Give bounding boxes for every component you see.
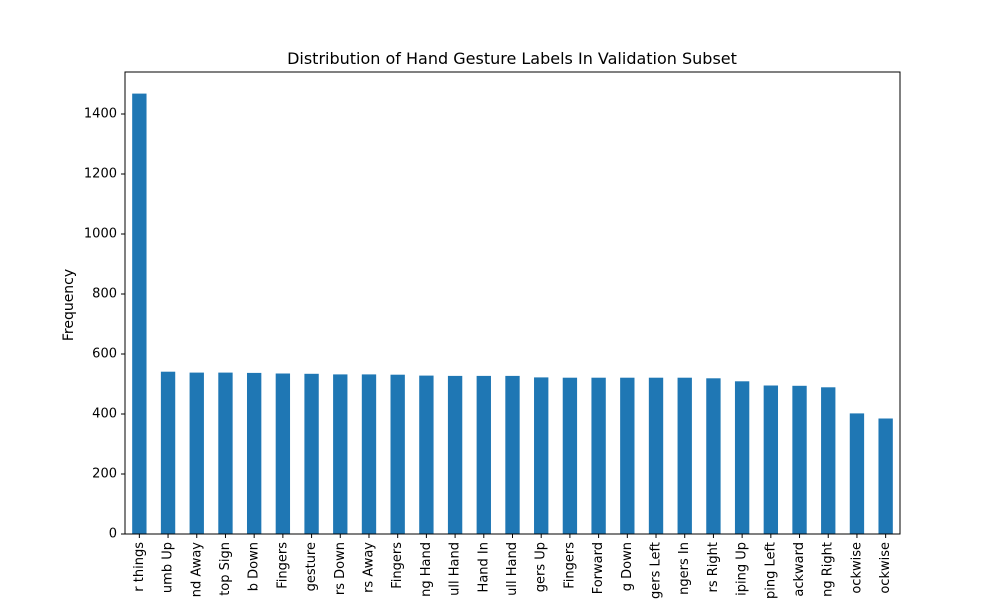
bar-23 xyxy=(792,385,807,534)
x-tick-label-12: Hand In xyxy=(476,542,491,592)
bar-20 xyxy=(706,378,721,534)
x-axis-ticks: r things umb Up nd Away top Sign b Down Finge… xyxy=(132,534,893,599)
x-tick-label-8: rs Away xyxy=(361,542,376,593)
bar-11 xyxy=(447,375,463,534)
x-tick-label-14: gers Up xyxy=(534,542,549,592)
bar-2 xyxy=(189,372,204,534)
x-tick-label-17: g Down xyxy=(620,542,635,591)
x-tick-label-7: rs Down xyxy=(333,542,348,595)
bar-10 xyxy=(419,375,434,534)
y-tick-label-7: 1400 xyxy=(84,107,117,122)
y-tick-label-0: 0 xyxy=(109,527,117,542)
bar-9 xyxy=(390,374,405,534)
x-tick-label-26: ockwise xyxy=(878,542,893,594)
bar-21 xyxy=(734,381,750,534)
x-tick-label-22: ping Left xyxy=(763,542,778,599)
bar-7 xyxy=(333,374,348,534)
x-tick-label-4: b Down xyxy=(247,542,262,591)
bar-19 xyxy=(677,377,692,534)
x-tick-label-10: ng Hand xyxy=(419,542,434,597)
y-tick-label-4: 800 xyxy=(92,287,117,302)
bar-17 xyxy=(620,377,635,534)
bar-5 xyxy=(275,373,291,534)
bar-25 xyxy=(849,413,865,534)
x-tick-label-6: gesture xyxy=(304,542,319,591)
y-tick-label-3: 600 xyxy=(92,347,117,362)
bar-16 xyxy=(591,377,606,534)
y-tick-label-5: 1000 xyxy=(84,227,117,242)
x-tick-label-9: Fingers xyxy=(390,542,405,589)
x-tick-label-1: umb Up xyxy=(161,542,176,593)
x-tick-label-5: Fingers xyxy=(275,542,290,589)
bars-group xyxy=(132,93,893,534)
bar-8 xyxy=(361,374,377,534)
chart-title: Distribution of Hand Gesture Labels In V… xyxy=(287,49,737,68)
x-tick-label-3: top Sign xyxy=(218,542,233,596)
bar-12 xyxy=(476,375,491,534)
y-tick-label-6: 1200 xyxy=(84,167,117,182)
x-tick-label-2: nd Away xyxy=(189,542,204,598)
x-tick-label-19: ngers In xyxy=(677,542,692,595)
y-axis-ticks: 0 200 400 600 800 1000 1200 1400 xyxy=(84,107,125,542)
bar-24 xyxy=(821,387,836,534)
y-tick-label-2: 400 xyxy=(92,407,117,422)
plot-frame xyxy=(124,71,901,535)
bar-15 xyxy=(562,377,578,534)
x-tick-label-0: r things xyxy=(132,542,147,592)
bar-14 xyxy=(534,377,549,534)
x-tick-label-25: ockwise xyxy=(849,542,864,594)
bar-4 xyxy=(246,372,262,534)
x-tick-label-13: ull Hand xyxy=(505,542,520,596)
bar-22 xyxy=(763,385,779,534)
bar-6 xyxy=(304,373,319,534)
x-tick-label-15: Fingers xyxy=(562,542,577,589)
y-axis-label: Frequency xyxy=(61,269,77,341)
x-tick-label-21: iping Up xyxy=(735,542,750,596)
x-tick-label-11: ull Hand xyxy=(448,542,463,596)
bar-26 xyxy=(878,418,893,534)
x-tick-label-20: rs Right xyxy=(706,542,721,592)
y-tick-label-1: 200 xyxy=(92,467,117,482)
x-tick-label-16: Forward xyxy=(591,542,606,594)
bar-1 xyxy=(160,371,176,534)
bar-3 xyxy=(218,372,233,534)
bar-13 xyxy=(505,375,520,534)
x-tick-label-24: ng Right xyxy=(821,542,836,597)
x-tick-label-23: ackward xyxy=(792,542,807,597)
x-tick-label-18: gers Left xyxy=(649,542,664,599)
bar-18 xyxy=(648,377,664,534)
bar-0 xyxy=(132,93,147,534)
